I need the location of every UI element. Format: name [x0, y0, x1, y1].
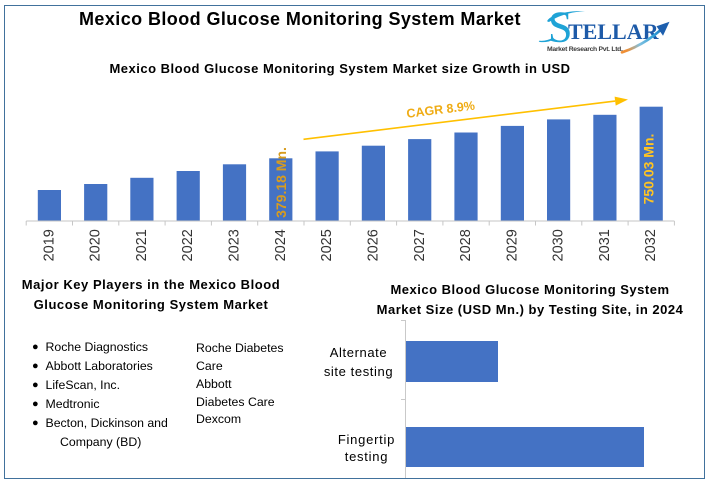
- svg-text:2032: 2032: [643, 229, 659, 261]
- svg-text:2025: 2025: [319, 229, 335, 261]
- svg-text:2022: 2022: [180, 229, 196, 261]
- svg-text:750.03 Mn.: 750.03 Mn.: [640, 134, 656, 205]
- svg-text:2029: 2029: [504, 229, 520, 261]
- svg-text:TELLAR: TELLAR: [568, 19, 660, 44]
- svg-text:2019: 2019: [41, 229, 57, 261]
- svg-text:2027: 2027: [412, 229, 428, 261]
- svg-text:2031: 2031: [597, 229, 613, 261]
- svg-text:2030: 2030: [551, 229, 567, 261]
- svg-text:2024: 2024: [273, 229, 289, 261]
- svg-text:2023: 2023: [227, 229, 243, 261]
- svg-text:Market Research Pvt. Ltd.: Market Research Pvt. Ltd.: [547, 46, 623, 53]
- svg-text:2020: 2020: [88, 229, 104, 261]
- svg-text:CAGR 8.9%: CAGR 8.9%: [406, 99, 476, 121]
- svg-text:379.18 Mn.: 379.18 Mn.: [273, 147, 289, 218]
- svg-text:2026: 2026: [365, 229, 381, 261]
- svg-text:2021: 2021: [134, 229, 150, 261]
- svg-text:2028: 2028: [458, 229, 474, 261]
